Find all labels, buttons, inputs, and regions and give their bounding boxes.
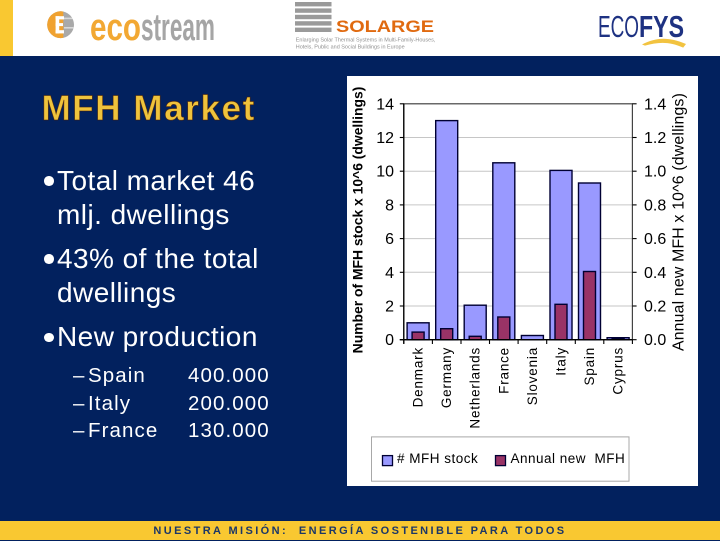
svg-text:Cyprus: Cyprus: [611, 347, 626, 395]
svg-text:1.4: 1.4: [644, 96, 666, 113]
svg-text:0.2: 0.2: [644, 299, 666, 316]
svg-text:0.6: 0.6: [644, 231, 666, 248]
svg-text:1.0: 1.0: [644, 164, 666, 181]
svg-text:2: 2: [385, 299, 394, 316]
svg-text:Slovenia: Slovenia: [525, 347, 540, 405]
svg-text:Spain: Spain: [582, 347, 597, 386]
svg-text:1.2: 1.2: [644, 130, 666, 147]
svg-text:8: 8: [385, 197, 394, 214]
svg-text:0: 0: [385, 332, 394, 349]
svg-text:Annual new MFH x 10^6 (dwellin: Annual new MFH x 10^6 (dwellings): [670, 93, 687, 351]
svg-text:14: 14: [376, 96, 394, 113]
svg-text:# MFH stock: # MFH stock: [397, 451, 478, 466]
svg-text:stream: stream: [141, 9, 215, 47]
svg-text:Italy: Italy: [554, 347, 569, 376]
svg-text:ECO: ECO: [598, 10, 639, 44]
svg-text:Number of MFH stock x 10^6 (dw: Number of MFH stock x 10^6 (dwellings): [349, 87, 365, 354]
svg-text:Netherlands: Netherlands: [468, 347, 483, 429]
svg-text:eco: eco: [90, 9, 141, 47]
svg-text:12: 12: [376, 130, 394, 147]
svg-text:France: France: [496, 347, 511, 394]
svg-text:Germany: Germany: [439, 347, 454, 408]
svg-text:6: 6: [385, 231, 394, 248]
svg-text:Denmark: Denmark: [411, 347, 426, 407]
svg-text:FYS: FYS: [639, 10, 684, 44]
svg-text:SOLARGE: SOLARGE: [336, 17, 434, 36]
svg-text:0.8: 0.8: [644, 197, 666, 214]
svg-text:Annual new MFH: Annual new MFH: [511, 451, 626, 466]
svg-text:4: 4: [385, 265, 394, 282]
svg-text:Hotels, Public and Social Buil: Hotels, Public and Social Buildings in E…: [296, 44, 405, 50]
svg-text:0.0: 0.0: [644, 332, 666, 349]
svg-text:10: 10: [376, 164, 394, 181]
svg-text:Enlarging Solar Thermal System: Enlarging Solar Thermal Systems in Multi…: [296, 37, 436, 43]
svg-text:0.4: 0.4: [644, 265, 666, 282]
